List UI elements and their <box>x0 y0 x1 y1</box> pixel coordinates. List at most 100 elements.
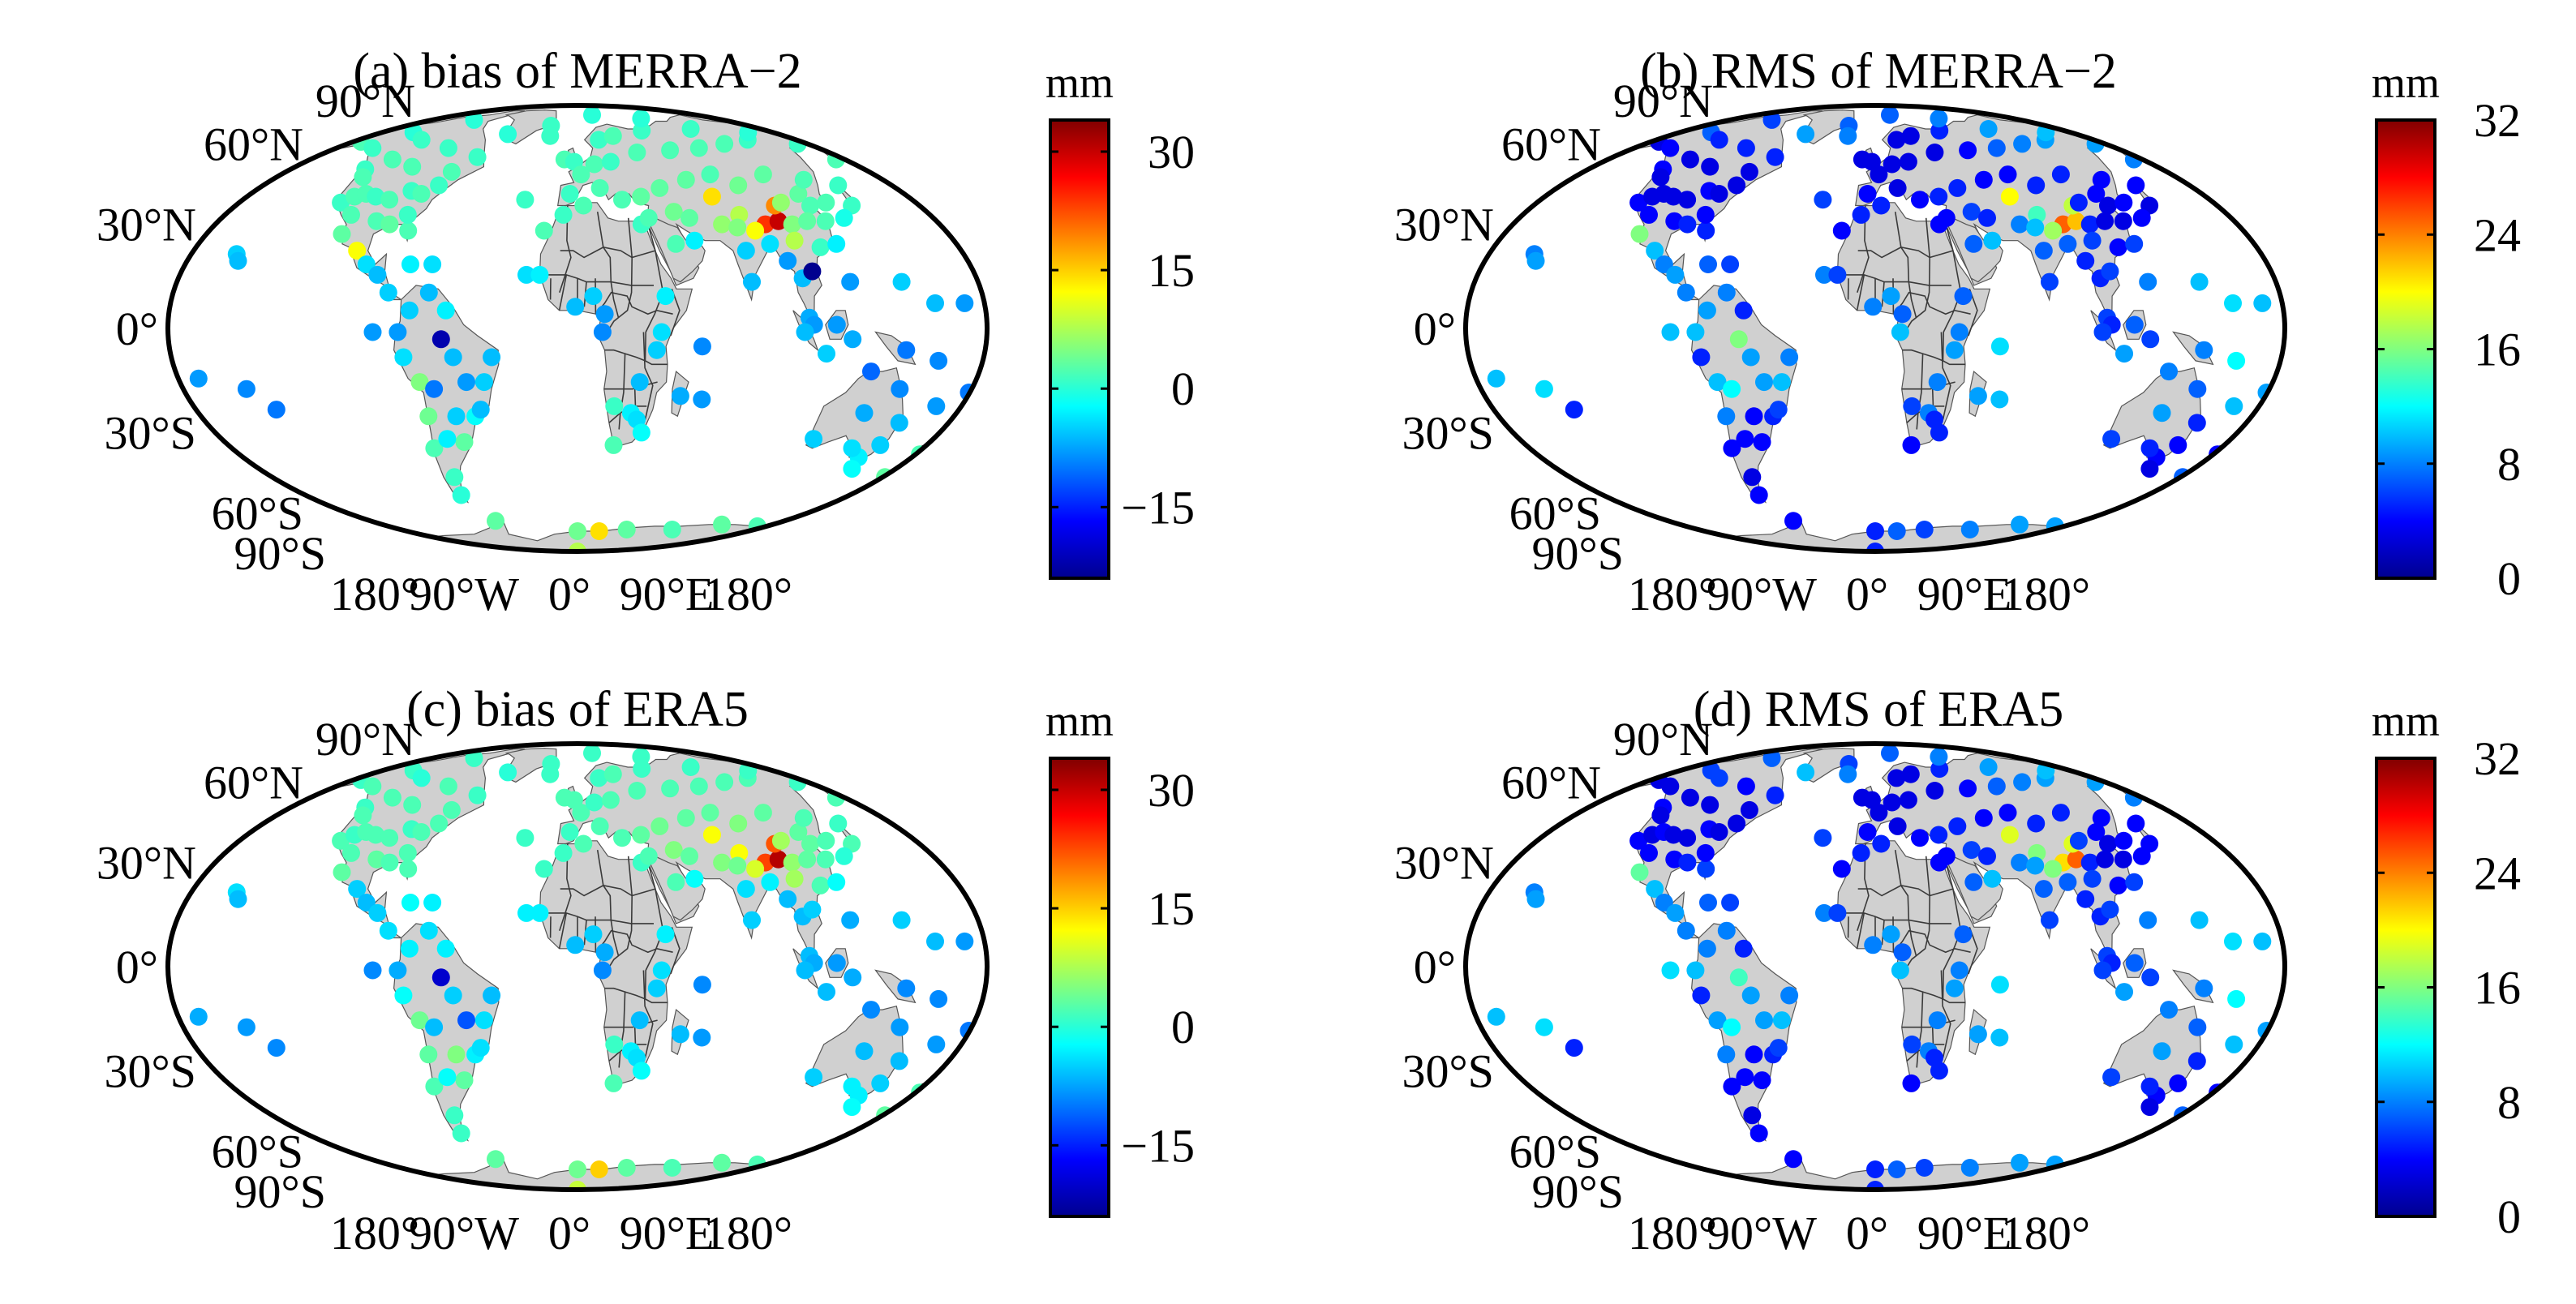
station-point <box>2125 315 2144 334</box>
station-point <box>403 157 422 176</box>
station-point <box>1839 127 1857 145</box>
land-greenland <box>504 747 557 783</box>
station-point <box>401 255 419 273</box>
lat-label: 90°S <box>1532 1165 1624 1218</box>
station-point <box>1930 109 1948 128</box>
station-point <box>436 939 455 958</box>
station-point <box>1780 348 1799 367</box>
station-point <box>1717 407 1736 426</box>
station-point <box>652 961 671 980</box>
station-point <box>671 387 689 405</box>
station-point <box>590 131 608 149</box>
station-point <box>2099 834 2117 853</box>
station-point <box>1681 150 1699 169</box>
station-point <box>1828 903 1847 922</box>
station-point <box>1866 543 1884 551</box>
station-point <box>1888 178 1907 197</box>
station-point <box>2099 196 2117 215</box>
station-point <box>2125 873 2144 891</box>
station-point <box>2011 853 2029 872</box>
station-point <box>1815 903 1833 922</box>
station-point <box>398 843 417 862</box>
station-point <box>1872 834 1891 853</box>
lon-label: 90°E <box>1917 568 2012 620</box>
station-point <box>1954 925 1973 944</box>
station-point <box>1743 1106 1762 1125</box>
station-point <box>661 141 680 160</box>
station-point <box>423 894 442 912</box>
station-point <box>1661 777 1680 796</box>
lon-label: 0° <box>548 1207 590 1259</box>
station-point <box>1766 148 1784 166</box>
station-point <box>743 272 761 291</box>
lat-label: 0° <box>1414 941 1456 993</box>
country-border <box>642 332 654 420</box>
station-point <box>1526 251 1545 270</box>
station-point <box>342 205 360 224</box>
station-point <box>348 242 367 260</box>
station-point <box>613 829 631 847</box>
station-point <box>1948 817 1967 835</box>
colorbar-tick-label: 16 <box>2474 962 2521 1014</box>
station-point <box>583 744 601 762</box>
station-point <box>771 193 790 212</box>
station-point <box>1755 1011 1773 1030</box>
station-point <box>333 225 351 243</box>
station-point <box>455 433 474 452</box>
station-point <box>2109 876 2127 894</box>
station-point <box>639 847 658 865</box>
lon-label: 90°W <box>409 568 519 620</box>
panel-b: (b) RMS of MERRA−290°N60°N30°N 0° 30°S 60°S… <box>1394 44 2521 620</box>
station-point <box>1901 127 1920 145</box>
station-point <box>892 911 911 929</box>
station-point <box>779 251 797 270</box>
map-frame <box>165 103 990 554</box>
station-point <box>2114 831 2133 850</box>
station-point <box>1893 943 1912 962</box>
station-point <box>1699 255 1717 273</box>
station-point <box>332 193 350 212</box>
country-border <box>1894 849 1917 956</box>
station-point <box>394 986 413 1005</box>
station-point <box>1661 139 1680 157</box>
station-point <box>1717 1045 1736 1064</box>
station-point <box>897 979 916 997</box>
station-point <box>601 791 620 809</box>
station-point <box>671 1025 689 1044</box>
station-point <box>2132 847 2151 865</box>
station-point <box>483 348 501 367</box>
station-point <box>632 748 650 766</box>
station-point <box>380 191 399 209</box>
station-point <box>1745 407 1763 426</box>
lat-label: 90°N <box>1613 713 1713 766</box>
station-point <box>1962 203 1981 221</box>
station-point <box>2195 979 2213 997</box>
station-point <box>1769 1039 1788 1057</box>
station-point <box>926 932 944 950</box>
station-point <box>604 1074 623 1092</box>
station-point <box>583 105 601 124</box>
country-border <box>558 912 568 949</box>
station-point <box>348 880 367 899</box>
station-point <box>783 853 801 872</box>
station-point <box>452 486 470 504</box>
station-point <box>367 826 385 844</box>
station-point <box>1950 323 1968 341</box>
station-point <box>363 139 382 157</box>
panel-title: (a) bias of MERRA−2 <box>353 44 801 99</box>
station-point <box>693 390 711 409</box>
station-point <box>1666 265 1685 284</box>
station-point <box>569 1181 586 1190</box>
station-point <box>2000 187 2019 206</box>
station-point <box>713 215 732 234</box>
station-point <box>769 850 788 869</box>
station-point <box>667 873 685 891</box>
station-point <box>2132 208 2151 227</box>
station-point <box>2069 831 2088 850</box>
station-point <box>2083 231 2102 250</box>
station-point <box>2011 515 2029 534</box>
colorbar-tick-label: 16 <box>2474 324 2521 376</box>
station-point <box>841 911 860 929</box>
station-point <box>1734 939 1753 958</box>
